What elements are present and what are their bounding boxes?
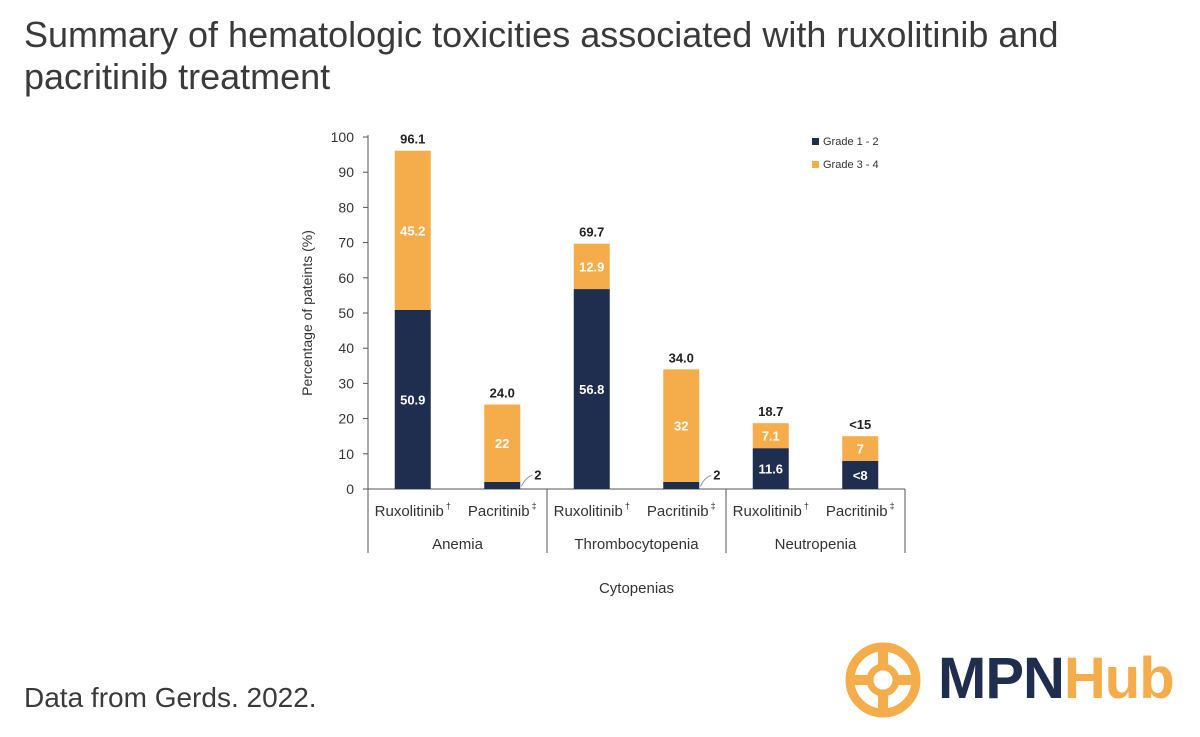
leader-line xyxy=(699,474,712,487)
x-axis-title: Cytopenias xyxy=(599,580,674,597)
leader-line xyxy=(520,474,533,487)
total-label: 24.0 xyxy=(490,386,515,401)
data-label-grade-3-4: 12.9 xyxy=(579,259,604,274)
y-tick-label: 70 xyxy=(338,235,354,251)
logo-wordmark: MPNHub xyxy=(938,646,1175,712)
x-category-label: Pacritinib ‡ xyxy=(468,501,537,520)
bar-grade-3-4 xyxy=(663,369,700,482)
bar-grade-3-4 xyxy=(842,436,879,461)
x-category-label: Pacritinib ‡ xyxy=(647,501,716,520)
legend-label: Grade 3 - 4 xyxy=(823,159,879,171)
lifebuoy-icon xyxy=(845,642,921,718)
bar-grade-1-2 xyxy=(842,460,879,489)
data-label-grade-3-4: 22 xyxy=(495,436,509,451)
bar-grade-1-2 xyxy=(484,481,521,489)
x-category-label: Ruxolitinib † xyxy=(733,501,809,520)
y-tick-label: 80 xyxy=(338,199,354,215)
x-category-label: Pacritinib ‡ xyxy=(826,501,895,520)
x-group-label: Thrombocytopenia xyxy=(574,536,699,553)
x-category-label: Ruxolitinib † xyxy=(375,501,451,520)
data-label-grade-1-2: 50.9 xyxy=(400,392,425,407)
data-label-grade-1-2: 2 xyxy=(713,467,720,482)
source-note: Data from Gerds. 2022. xyxy=(24,682,317,713)
x-group-label: Anemia xyxy=(432,536,484,553)
total-label: 69.7 xyxy=(579,225,604,240)
y-tick-label: 30 xyxy=(338,375,354,391)
total-label: 18.7 xyxy=(758,404,783,419)
legend-label: Grade 1 - 2 xyxy=(823,136,879,148)
y-tick-label: 10 xyxy=(338,446,354,462)
bar-grade-1-2 xyxy=(394,309,431,489)
bar-grade-3-4 xyxy=(394,150,431,310)
total-label: 96.1 xyxy=(400,132,425,147)
legend-swatch xyxy=(812,138,819,145)
data-label-grade-1-2: 56.8 xyxy=(579,382,604,397)
y-tick-label: 0 xyxy=(346,481,354,497)
y-tick-label: 60 xyxy=(338,270,354,286)
y-axis-title: Percentage of pateints (%) xyxy=(299,230,315,396)
y-tick-label: 90 xyxy=(338,164,354,180)
x-group-label: Neutropenia xyxy=(775,536,857,553)
total-label: <15 xyxy=(849,417,871,432)
y-tick-label: 100 xyxy=(331,129,355,145)
data-label-grade-3-4: 7 xyxy=(857,442,864,457)
mpnhub-logo: MPNHub xyxy=(843,640,1188,720)
bar-grade-3-4 xyxy=(484,404,521,482)
data-label-grade-1-2: 2 xyxy=(534,467,541,482)
data-label-grade-3-4: 32 xyxy=(674,419,688,434)
bar-grade-3-4 xyxy=(573,243,610,290)
logo-text-mpn: MPN xyxy=(938,646,1065,711)
page-title: Summary of hematologic toxicities associ… xyxy=(24,14,1059,97)
bar-grade-1-2 xyxy=(752,448,789,489)
logo-text-hub: Hub xyxy=(1063,646,1175,711)
legend-swatch xyxy=(812,161,819,168)
bar-grade-1-2 xyxy=(663,481,700,489)
x-category-label: Ruxolitinib † xyxy=(554,501,630,520)
data-label-grade-1-2: <8 xyxy=(853,468,868,483)
y-tick-label: 50 xyxy=(338,305,354,321)
data-label-grade-3-4: 7.1 xyxy=(762,429,780,444)
total-label: 34.0 xyxy=(669,350,694,365)
y-tick-label: 40 xyxy=(338,340,354,356)
bar-grade-3-4 xyxy=(752,423,789,449)
data-label-grade-3-4: 45.2 xyxy=(400,223,425,238)
data-label-grade-1-2: 11.6 xyxy=(758,462,783,477)
y-tick-label: 20 xyxy=(338,411,354,427)
bar-grade-1-2 xyxy=(573,289,610,489)
